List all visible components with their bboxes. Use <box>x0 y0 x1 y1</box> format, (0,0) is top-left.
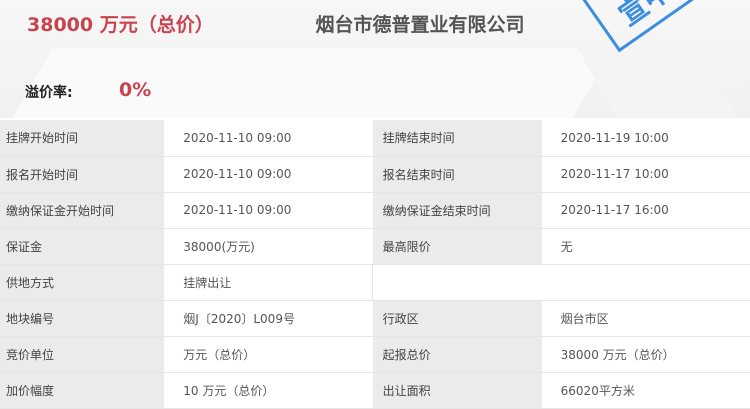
field-value: 66020平方米 <box>541 372 750 409</box>
field-label: 起报总价 <box>372 336 542 373</box>
field-value: 无 <box>541 228 750 265</box>
field-value: 2020-11-10 09:00 <box>164 192 373 229</box>
table-row: 地块编号 烟J〔2020〕L009号 行政区 烟台市区 <box>0 300 750 337</box>
field-label: 加价幅度 <box>0 372 165 409</box>
field-label: 竞价单位 <box>0 336 165 373</box>
field-label: 报名结束时间 <box>372 156 542 193</box>
field-label: 报名开始时间 <box>0 156 165 193</box>
status-stamp: 宣中 <box>578 0 702 53</box>
table-row: 供地方式 挂牌出让 <box>0 264 750 301</box>
table-row: 保证金 38000(万元) 最高限价无 <box>0 228 750 265</box>
field-label: 缴纳保证金开始时间 <box>0 192 165 229</box>
table-row: 竞价单位 万元（总价） 起报总价 38000 万元（总价） <box>0 336 750 373</box>
summary-header: 38000 万元（总价） 烟台市德普置业有限公司 溢价率: 0% 宣中 <box>0 0 750 118</box>
table-row: 加价幅度 10 万元（总价） 出让面积 66020平方米 <box>0 372 750 409</box>
field-value: 2020-11-17 16:00 <box>541 192 750 229</box>
company-name: 烟台市德普置业有限公司 <box>315 14 525 36</box>
field-label: 出让面积 <box>372 372 542 409</box>
field-value: 2020-11-17 10:00 <box>541 156 750 193</box>
field-label: 挂牌结束时间 <box>372 120 542 157</box>
field-label: 行政区 <box>372 300 542 337</box>
field-value: 38000 万元（总价） <box>541 336 750 373</box>
decor-shape <box>6 48 614 118</box>
field-value: 万元（总价） <box>164 336 373 373</box>
field-value: 38000(万元) <box>164 228 373 265</box>
table-row: 报名开始时间 2020-11-10 09:00 报名结束时间 2020-11-17 1… <box>0 156 750 193</box>
table-row: 挂牌开始时间 2020-11-10 09:00 挂牌结束时间 2020-11-19 1… <box>0 120 750 157</box>
field-value: 2020-11-19 10:00 <box>541 120 750 157</box>
field-label: 挂牌开始时间 <box>0 120 165 157</box>
field-label: 最高限价 <box>372 228 542 265</box>
field-value: 烟台市区 <box>541 300 750 337</box>
field-value: 2020-11-10 09:00 <box>164 156 373 193</box>
premium-rate-value: 0% <box>119 79 152 101</box>
field-value: 2020-11-10 09:00 <box>164 120 373 157</box>
field-value: 10 万元（总价） <box>164 372 373 409</box>
field-value: 烟J〔2020〕L009号 <box>164 300 373 337</box>
field-label: 保证金 <box>0 228 165 265</box>
field-value: 挂牌出让 <box>164 264 373 301</box>
empty-cell <box>372 264 750 301</box>
field-label: 缴纳保证金结束时间 <box>372 192 542 229</box>
premium-rate-label: 溢价率: <box>25 85 73 101</box>
details-table: 挂牌开始时间 2020-11-10 09:00 挂牌结束时间 2020-11-19 1… <box>0 120 750 409</box>
field-label: 供地方式 <box>0 264 165 301</box>
decor-shape <box>576 48 744 118</box>
total-price: 38000 万元（总价） <box>27 14 214 36</box>
field-label: 地块编号 <box>0 300 165 337</box>
table-row: 缴纳保证金开始时间 2020-11-10 09:00 缴纳保证金结束时间 2020-1… <box>0 192 750 229</box>
